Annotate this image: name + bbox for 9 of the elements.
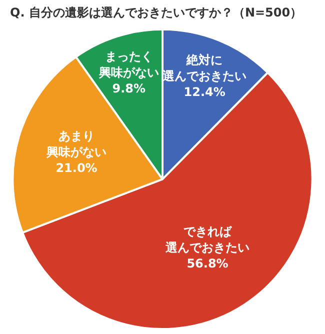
slice-label: できれば選んでおきたい (164, 224, 250, 254)
data-label: 56.8% (186, 256, 228, 270)
data-label: 21.0% (56, 161, 98, 176)
slice-label: まったく興味がない (98, 50, 159, 80)
slice-label: 絶対に選んでおきたい (162, 52, 247, 83)
slice-label: あまり興味がない (46, 129, 107, 160)
chart-title: Q. 自分の遺影は選んでおきたいですか？（N=500） (10, 5, 302, 20)
data-label: 9.8% (112, 82, 146, 96)
data-label: 12.4% (184, 84, 226, 99)
